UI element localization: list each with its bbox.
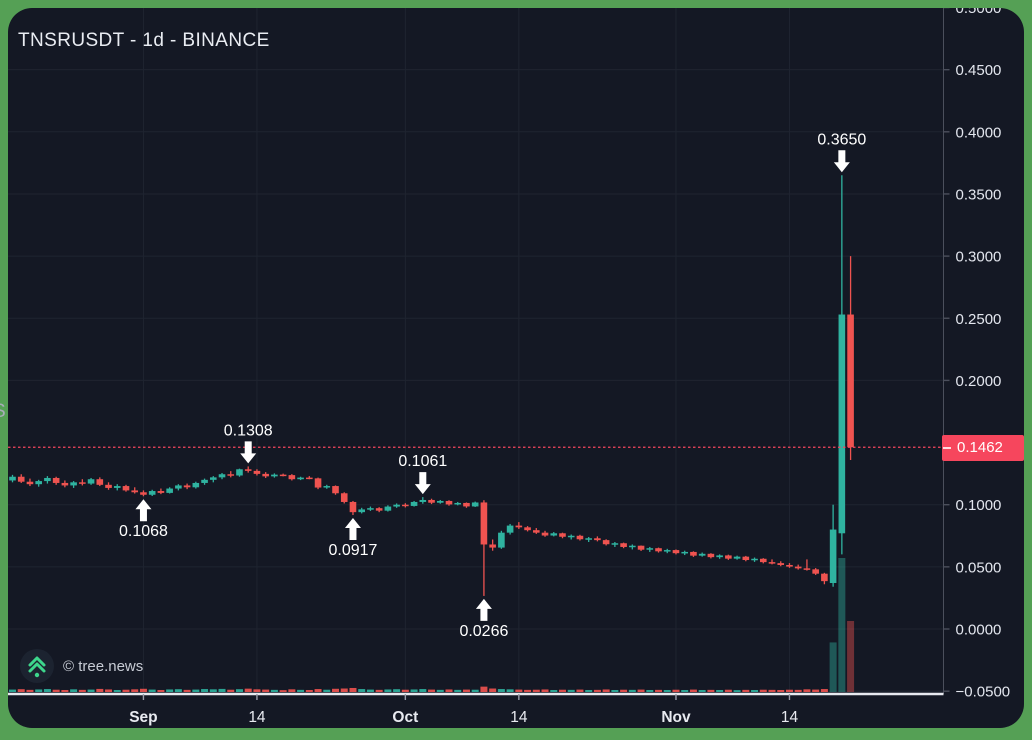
price-tick-label: 0.1000 [956,497,1002,514]
price-tick-label: −0.0500 [956,684,1011,701]
down-arrow-icon [833,150,850,173]
price-scale[interactable]: 0.5000 0.4500 0.4000 0.3500 0.3000 0.2500 0.20… [943,8,1011,701]
grid-lines [8,8,944,694]
price-tick-label: 0.4000 [956,124,1002,141]
time-tick-label: Nov [661,709,691,726]
time-tick-label: Sep [129,709,157,726]
down-arrow-icon [240,441,257,464]
price-tick-label: 0.0000 [956,622,1002,639]
annotations: 0.1068 0.1308 0.0917 0.1061 0.0266 0.3650 [119,131,866,640]
watermark: © tree.news [20,649,143,683]
time-tick-label: 14 [781,709,799,726]
price-tick-label: 0.4500 [956,62,1002,79]
annotation-price-label: 0.0917 [329,542,378,559]
last-price-label: 0.1462 [942,435,1024,461]
price-tick-label: 0.5000 [956,8,1002,17]
price-tick-label: 0.2000 [956,373,1002,390]
annotation-price-label: 0.1068 [119,523,168,540]
chart-panel: TNSRUSDT - 1d - BINANCE 0.5000 0.4500 0.40… [8,8,1024,728]
volume-bars [9,558,855,692]
candlestick-chart[interactable]: 0.5000 0.4500 0.4000 0.3500 0.3000 0.2500 0.20… [8,8,1024,728]
tree-news-chevrons-icon [28,656,46,678]
down-arrow-icon [414,472,431,495]
up-arrow-icon [475,598,492,621]
time-tick-label: 14 [248,709,266,726]
price-tick-label: 0.3000 [956,249,1002,266]
time-scale[interactable]: Sep 14 Oct 14 Nov 14 [129,694,798,726]
annotation-price-label: 0.3650 [817,131,866,148]
time-tick-label: 14 [510,709,528,726]
time-tick-label: Oct [392,709,418,726]
up-arrow-icon [135,499,152,522]
watermark-text: © tree.news [63,657,144,675]
annotation-price-label: 0.1308 [224,422,273,439]
annotation-price-label: 0.0266 [459,623,508,640]
price-tick-label: 0.3500 [956,186,1002,203]
candles [9,175,854,596]
price-tick-dash [943,447,951,449]
price-tick-label: 0.2500 [956,311,1002,328]
chart-title: TNSRUSDT - 1d - BINANCE [18,30,270,51]
tree-news-logo [20,649,54,683]
axes [8,8,944,696]
price-tick-label: 0.0500 [956,559,1002,576]
annotation-price-label: 0.1061 [398,453,447,470]
last-price-value: 0.1462 [957,439,1003,456]
left-edge-partial-text: S [0,401,6,423]
up-arrow-icon [344,518,361,541]
